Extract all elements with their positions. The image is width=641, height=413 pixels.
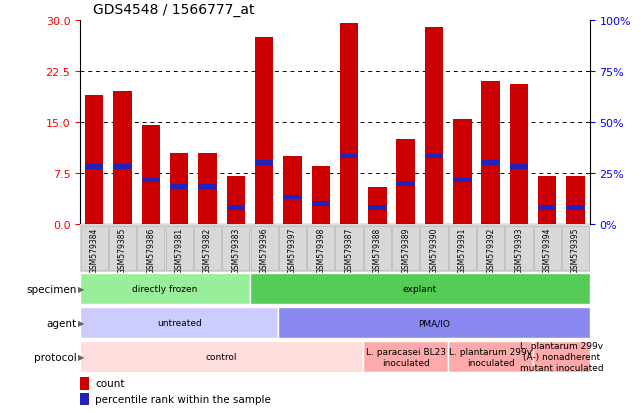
Bar [477,226,504,271]
Bar [85,95,103,225]
Bar [481,161,500,166]
Text: explant: explant [403,285,437,294]
Text: ▶: ▶ [78,352,85,361]
Text: L. paracasei BL23
inoculated: L. paracasei BL23 inoculated [366,347,445,367]
Bar [340,154,358,159]
Text: PMA/IO: PMA/IO [418,318,450,328]
Bar [425,27,443,225]
Bar [283,157,302,225]
Text: protocol: protocol [34,352,77,362]
Bar [278,307,590,339]
Text: control: control [206,352,237,361]
Bar [420,226,447,271]
Bar [109,226,136,271]
Text: GSM579388: GSM579388 [373,227,382,273]
Text: GSM579394: GSM579394 [543,227,552,273]
Bar [425,154,443,159]
Bar [194,226,221,271]
Bar [364,226,391,271]
Bar [170,185,188,190]
Text: GSM579384: GSM579384 [90,227,99,273]
Bar [510,85,528,225]
Text: ▶: ▶ [78,285,85,294]
Text: GSM579387: GSM579387 [345,227,354,273]
Bar [534,226,561,271]
Bar [567,177,585,225]
Bar [368,205,387,210]
Bar [481,82,500,225]
Bar [80,393,89,406]
Bar [505,226,533,271]
Text: GSM579386: GSM579386 [146,227,155,273]
Bar [397,181,415,186]
Bar [538,177,556,225]
Text: GSM579397: GSM579397 [288,227,297,273]
Bar [227,177,245,225]
Bar [255,38,273,225]
Text: GSM579381: GSM579381 [175,227,184,273]
Bar [81,226,108,271]
Bar [562,226,589,271]
Bar [251,226,278,271]
Text: count: count [96,378,125,388]
Bar [453,119,472,225]
Text: GSM579383: GSM579383 [231,227,240,273]
Bar [312,167,330,225]
Bar [307,226,335,271]
Text: GSM579390: GSM579390 [429,227,438,273]
Bar [335,226,363,271]
Text: percentile rank within the sample: percentile rank within the sample [96,394,271,404]
Bar [85,164,103,169]
Bar [340,24,358,225]
Text: GSM579398: GSM579398 [316,227,325,273]
Text: GDS4548 / 1566777_at: GDS4548 / 1566777_at [93,2,254,17]
Bar [363,341,448,373]
Text: L. plantarum 299v
inoculated: L. plantarum 299v inoculated [449,347,532,367]
Bar [142,126,160,225]
Text: directly frozen: directly frozen [133,285,197,294]
Bar [533,341,590,373]
Bar [142,178,160,183]
Text: agent: agent [47,318,77,328]
Text: L. plantarum 299v
(A-) nonadherent
mutant inoculated: L. plantarum 299v (A-) nonadherent mutan… [520,341,603,373]
Bar [567,205,585,210]
Text: untreated: untreated [157,318,201,328]
Bar [80,273,250,305]
Bar [279,226,306,271]
Text: GSM579382: GSM579382 [203,227,212,273]
Bar [80,307,278,339]
Bar [538,205,556,210]
Bar [137,226,165,271]
Bar [392,226,419,271]
Bar [80,377,89,389]
Text: GSM579385: GSM579385 [118,227,127,273]
Bar [255,161,273,166]
Bar [449,226,476,271]
Bar [250,273,590,305]
Bar [510,164,528,169]
Text: GSM579395: GSM579395 [571,227,580,273]
Bar [198,185,217,190]
Text: GSM579392: GSM579392 [486,227,495,273]
Bar [453,178,472,183]
Bar [227,205,245,210]
Text: GSM579389: GSM579389 [401,227,410,273]
Bar [283,195,302,200]
Text: GSM579393: GSM579393 [515,227,524,273]
Bar [222,226,249,271]
Bar [448,341,533,373]
Bar [397,140,415,225]
Bar [170,153,188,225]
Bar [113,92,132,225]
Bar [113,164,132,169]
Bar [165,226,193,271]
Text: GSM579396: GSM579396 [260,227,269,273]
Bar [198,153,217,225]
Bar [368,187,387,225]
Bar [80,341,363,373]
Text: GSM579391: GSM579391 [458,227,467,273]
Bar [312,202,330,206]
Text: specimen: specimen [26,284,77,294]
Text: ▶: ▶ [78,318,85,328]
